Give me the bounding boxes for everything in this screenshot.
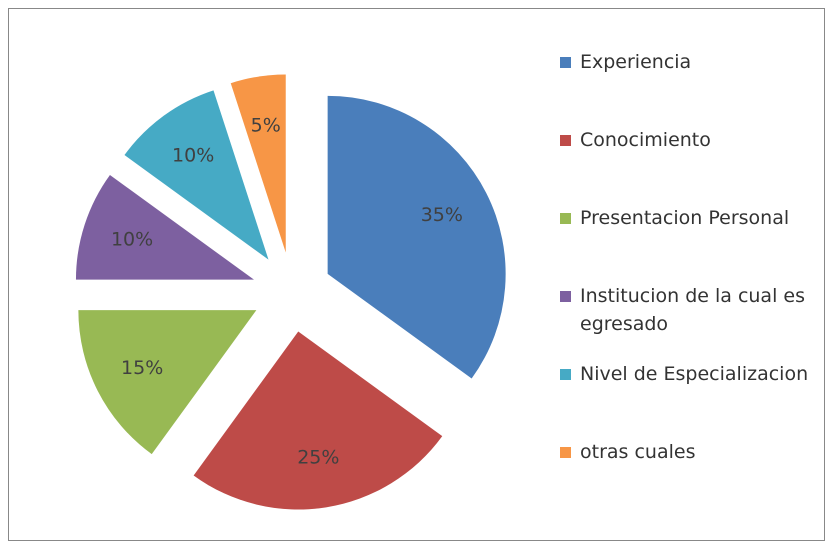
legend-label: Presentacion Personal [580, 207, 790, 229]
legend-label: Experiencia [580, 51, 692, 73]
pie-slice [78, 310, 257, 455]
pie-slice [75, 175, 254, 280]
pie-slice [193, 331, 443, 510]
legend-item: Experiencia [560, 48, 828, 126]
legend-swatch [560, 291, 571, 302]
pie-slice [230, 74, 286, 253]
legend-item: Nivel de Especializacion [560, 360, 828, 438]
legend-label: otras cuales [580, 441, 696, 463]
legend-swatch [560, 57, 571, 68]
legend-label: Nivel de Especializacion [580, 363, 809, 385]
legend-swatch [560, 213, 571, 224]
legend-label: Institucion de la cual es egresado [580, 285, 805, 335]
chart-frame [8, 8, 825, 541]
data-label: 35% [421, 204, 463, 226]
data-label: 25% [297, 447, 339, 469]
data-label: 15% [121, 357, 163, 379]
legend-swatch [560, 447, 571, 458]
data-label: 5% [251, 114, 281, 136]
legend-swatch [560, 369, 571, 380]
legend-item: Conocimiento [560, 126, 828, 204]
pie-slice [327, 95, 506, 379]
legend-label: Conocimiento [580, 129, 711, 151]
legend-item: Institucion de la cual es egresado [560, 282, 828, 360]
data-label: 10% [172, 144, 214, 166]
legend: Experiencia Conocimiento Presentacion Pers… [560, 48, 830, 516]
data-label: 10% [111, 229, 153, 251]
legend-item: otras cuales [560, 438, 828, 516]
legend-swatch [560, 135, 571, 146]
legend-item: Presentacion Personal [560, 204, 828, 282]
pie-slice [124, 90, 269, 260]
